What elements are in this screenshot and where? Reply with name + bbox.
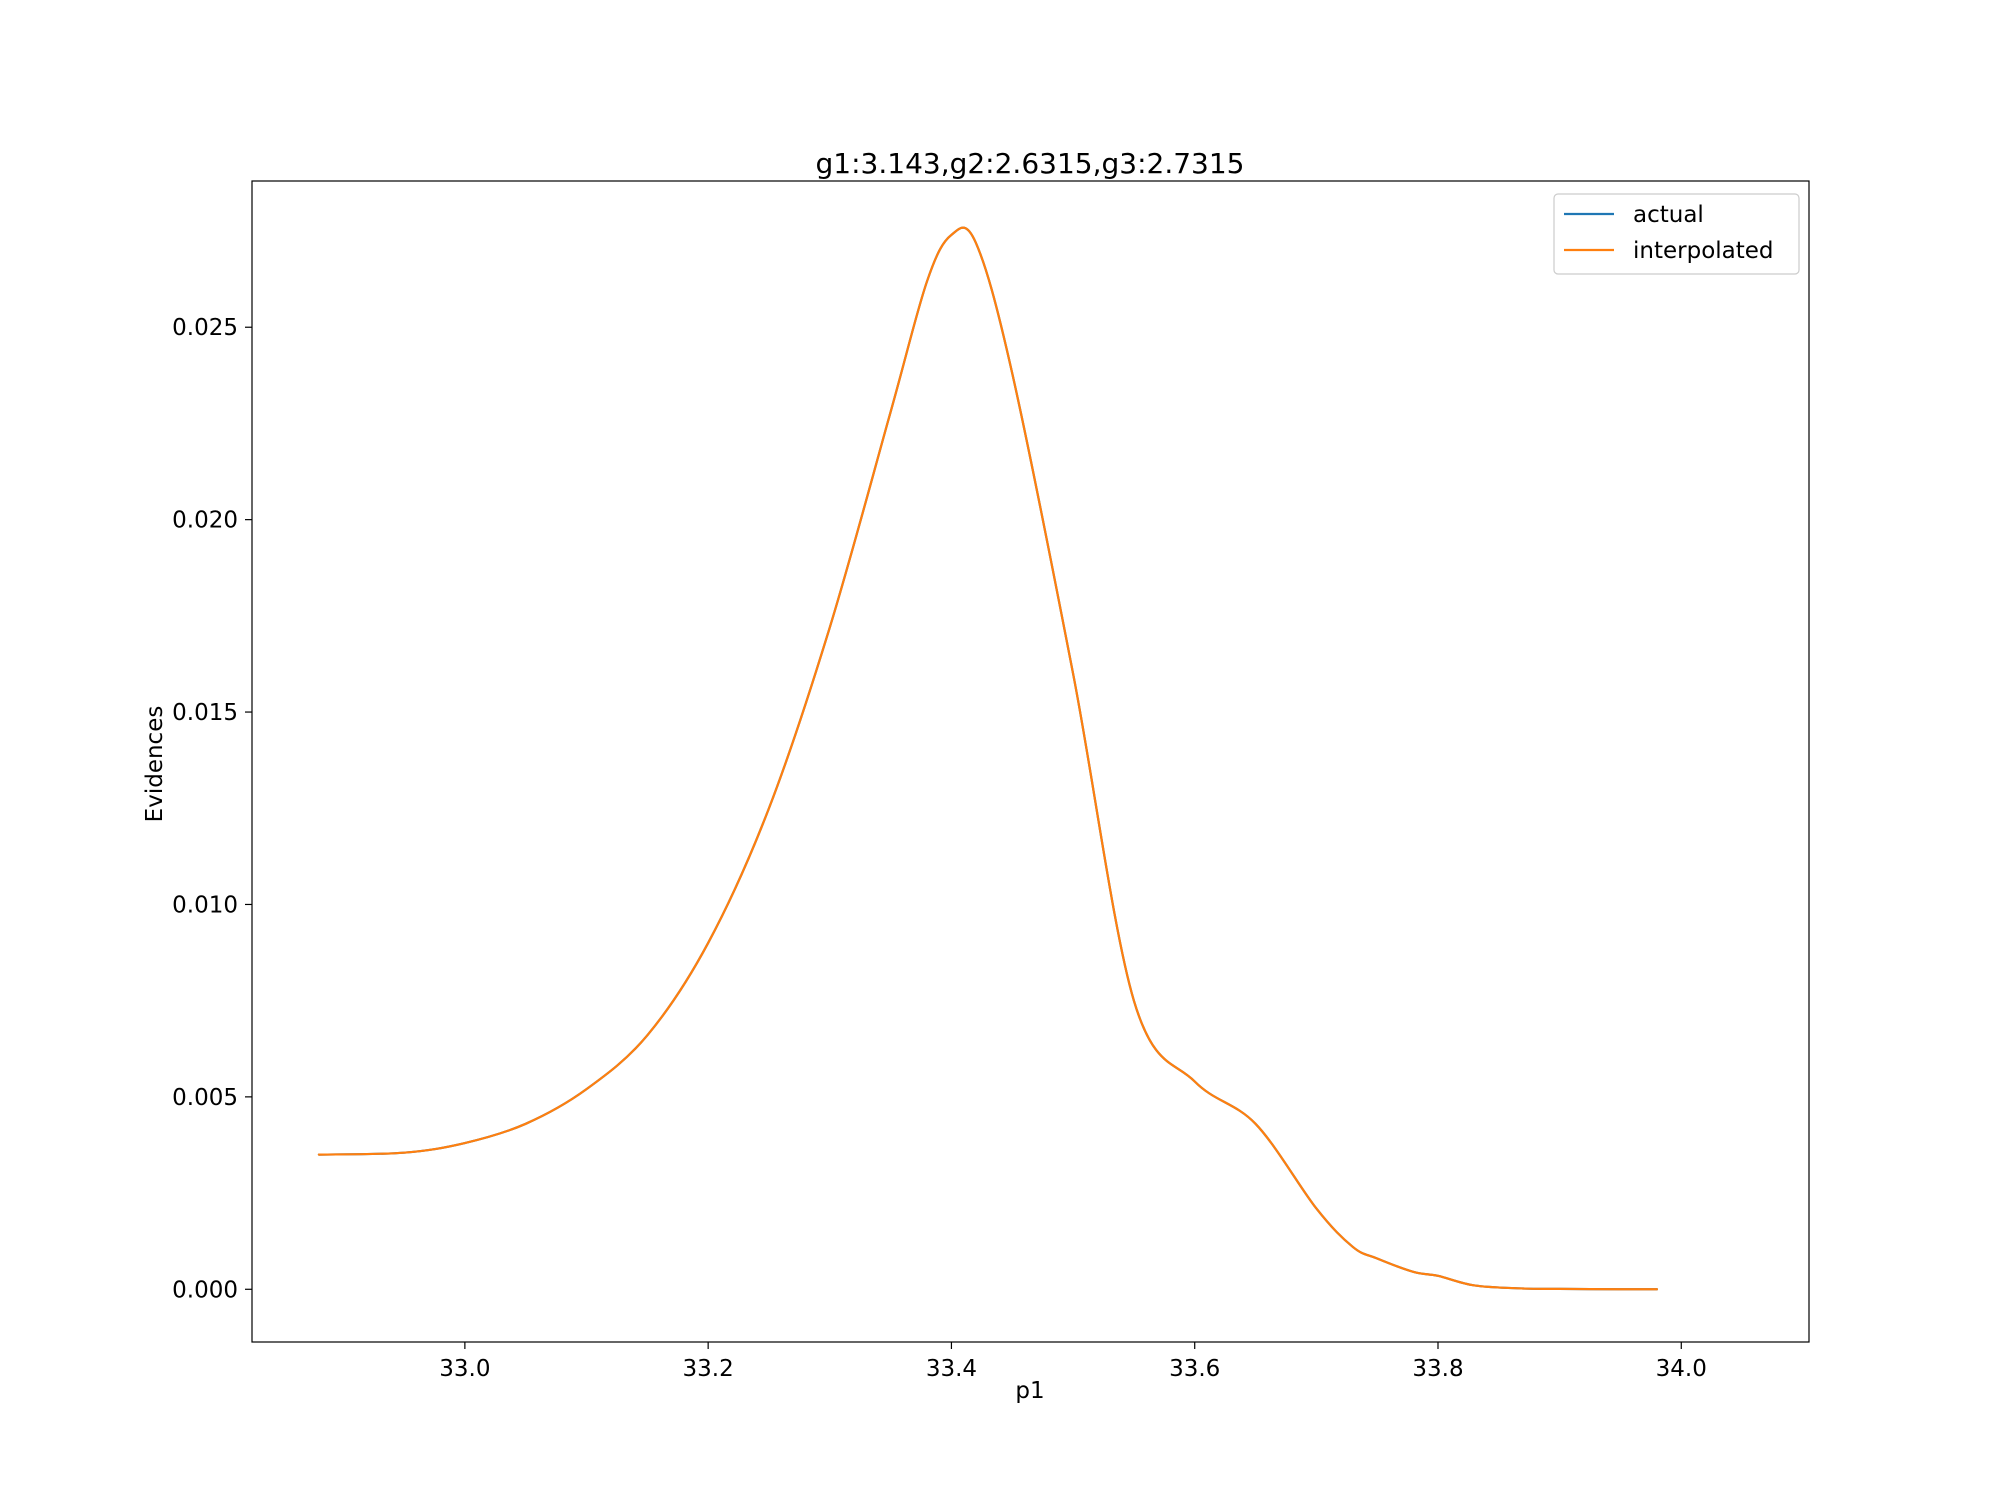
legend-label-interpolated: interpolated xyxy=(1633,238,1774,264)
legend: actual interpolated xyxy=(1553,193,1800,275)
x-axis-ticks: 33.0 33.2 33.4 33.6 33.8 34.0 xyxy=(439,1342,1707,1382)
y-tick-label: 0.010 xyxy=(172,892,238,918)
series-lines xyxy=(317,226,1659,1291)
x-tick-label: 33.8 xyxy=(1412,1356,1463,1382)
y-tick-label: 0.000 xyxy=(172,1277,238,1303)
x-tick-label: 34.0 xyxy=(1656,1356,1707,1382)
y-axis-ticks: 0.000 0.005 0.010 0.015 0.020 0.025 xyxy=(172,315,252,1303)
plot-frame xyxy=(251,180,1810,1343)
x-axis-label: p1 xyxy=(1015,1378,1044,1404)
x-tick-label: 33.2 xyxy=(683,1356,734,1382)
series-line-interpolated xyxy=(317,226,1659,1291)
y-tick-label: 0.015 xyxy=(172,700,238,726)
x-tick-label: 33.0 xyxy=(439,1356,490,1382)
legend-label-actual: actual xyxy=(1633,202,1704,228)
x-tick-label: 33.6 xyxy=(1169,1356,1220,1382)
chart-title: g1:3.143,g2:2.6315,g3:2.7315 xyxy=(816,147,1245,180)
y-tick-label: 0.020 xyxy=(172,508,238,534)
y-tick-label: 0.005 xyxy=(172,1085,238,1111)
y-axis-label: Evidences xyxy=(142,706,168,823)
y-tick-label: 0.025 xyxy=(172,315,238,341)
x-tick-label: 33.4 xyxy=(926,1356,977,1382)
legend-box xyxy=(1553,193,1800,275)
